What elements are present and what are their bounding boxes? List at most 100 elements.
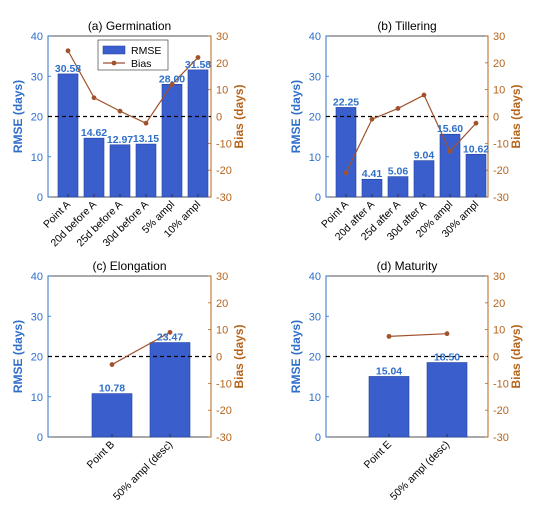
rmse-bar xyxy=(413,160,435,198)
left-tick-label: 30 xyxy=(309,71,321,83)
legend-rmse-label: RMSE xyxy=(131,45,161,57)
panel-title: (b) Tillering xyxy=(377,19,436,33)
right-axis-label: Bias (days) xyxy=(509,84,523,148)
rmse-data-label: 15.60 xyxy=(437,123,463,135)
right-tick-label: -20 xyxy=(216,405,232,417)
bias-point xyxy=(444,331,450,337)
left-tick-label: 30 xyxy=(31,311,43,323)
left-tick-label: 20 xyxy=(309,352,321,364)
right-tick-label: 30 xyxy=(216,31,228,43)
left-tick-label: 40 xyxy=(31,31,43,43)
bias-point xyxy=(421,92,427,98)
right-tick-label: -10 xyxy=(216,378,232,390)
rmse-bar xyxy=(387,176,409,198)
right-tick-label: 20 xyxy=(493,58,505,70)
panel-tillering: (b) Tillering 0 10 20 30 40 -30 -20 -10 0 10 20 30 RM… xyxy=(289,19,523,243)
right-tick-label: 20 xyxy=(493,298,505,310)
rmse-data-label: 28.00 xyxy=(159,73,185,85)
rmse-data-label: 30.58 xyxy=(55,63,81,75)
bias-point xyxy=(395,106,401,111)
legend-box xyxy=(97,39,169,71)
bias-point xyxy=(109,362,115,367)
right-tick-label: -20 xyxy=(493,165,509,177)
bias-point xyxy=(369,116,375,122)
rmse-data-label: 9.04 xyxy=(414,150,435,162)
rmse-data-label: 18.50 xyxy=(434,352,460,364)
right-tick-label: 10 xyxy=(493,85,505,97)
right-tick-label: -20 xyxy=(493,405,509,417)
left-tick-label: 20 xyxy=(309,112,321,124)
bias-line xyxy=(345,94,477,174)
bias-point xyxy=(386,333,392,339)
right-tick-label: 30 xyxy=(216,271,228,283)
panel-elongation: (c) Elongation 0 10 20 30 40 -30 -20 -10 0 10 20 30 R… xyxy=(11,259,246,503)
rmse-bar xyxy=(161,84,183,198)
left-tick-label: 10 xyxy=(309,392,321,404)
right-tick-label: 20 xyxy=(216,58,228,70)
left-tick-label: 10 xyxy=(31,392,43,404)
panel-title: (a) Germination xyxy=(88,19,171,33)
bias-line xyxy=(111,331,171,366)
rmse-data-label: 14.62 xyxy=(81,127,107,139)
bias-line xyxy=(67,50,199,124)
left-tick-label: 0 xyxy=(37,192,43,204)
bias-point xyxy=(65,48,71,54)
left-tick-label: 0 xyxy=(315,432,321,444)
right-tick-label: 0 xyxy=(216,112,222,124)
rmse-bar xyxy=(149,342,191,438)
left-tick-label: 40 xyxy=(309,31,321,43)
left-tick-label: 40 xyxy=(309,271,321,283)
left-tick-label: 0 xyxy=(315,192,321,204)
right-axis-label: Bias (days) xyxy=(232,324,246,388)
rmse-data-label: 4.41 xyxy=(362,168,383,180)
x-tick-label: Point B xyxy=(85,439,117,471)
rmse-data-label: 15.04 xyxy=(376,365,402,377)
right-tick-label: -20 xyxy=(216,165,232,177)
x-tick-label: Point E xyxy=(362,439,394,471)
left-tick-label: 30 xyxy=(309,311,321,323)
rmse-bar xyxy=(187,69,209,198)
left-axis-label: RMSE (days) xyxy=(289,320,303,393)
rmse-data-label: 10.62 xyxy=(463,143,489,155)
left-tick-label: 20 xyxy=(31,352,43,364)
right-axis-label: Bias (days) xyxy=(509,324,523,388)
right-tick-label: 20 xyxy=(216,298,228,310)
left-axis-label: RMSE (days) xyxy=(11,80,25,153)
bias-point xyxy=(447,148,453,154)
left-tick-label: 0 xyxy=(37,432,43,444)
bias-point xyxy=(473,120,479,126)
left-tick-label: 40 xyxy=(31,271,43,283)
rmse-data-label: 31.58 xyxy=(185,59,211,71)
rmse-data-label: 13.15 xyxy=(133,133,159,145)
rmse-bar xyxy=(368,376,410,438)
rmse-bar xyxy=(91,393,133,438)
left-tick-label: 10 xyxy=(309,152,321,164)
bias-point xyxy=(167,329,173,335)
right-tick-label: 10 xyxy=(216,85,228,97)
right-tick-label: 30 xyxy=(493,271,505,283)
right-tick-label: 10 xyxy=(216,325,228,337)
x-tick-label: 50% ampl (desc) xyxy=(388,439,452,503)
right-tick-label: -30 xyxy=(493,432,509,444)
right-tick-label: -30 xyxy=(216,192,232,204)
right-tick-label: -10 xyxy=(216,138,232,150)
right-tick-label: -10 xyxy=(493,378,509,390)
right-tick-label: 0 xyxy=(493,112,499,124)
rmse-data-label: 12.97 xyxy=(107,134,133,146)
right-tick-label: -10 xyxy=(493,138,509,150)
rmse-bar xyxy=(426,362,468,438)
panel-title: (c) Elongation xyxy=(92,259,166,273)
legend-bias-marker xyxy=(111,60,117,66)
right-tick-label: 0 xyxy=(216,352,222,364)
rmse-data-label: 23.47 xyxy=(157,332,183,344)
panel-title: (d) Maturity xyxy=(377,259,438,273)
legend-bias-label: Bias xyxy=(131,58,151,70)
bias-point xyxy=(169,81,175,87)
bias-line xyxy=(388,333,448,337)
x-tick-label: 50% ampl (desc) xyxy=(111,439,175,503)
rmse-bar xyxy=(135,143,157,198)
right-tick-label: 10 xyxy=(493,325,505,337)
rmse-data-label: 5.06 xyxy=(388,166,409,178)
right-tick-label: 0 xyxy=(493,352,499,364)
